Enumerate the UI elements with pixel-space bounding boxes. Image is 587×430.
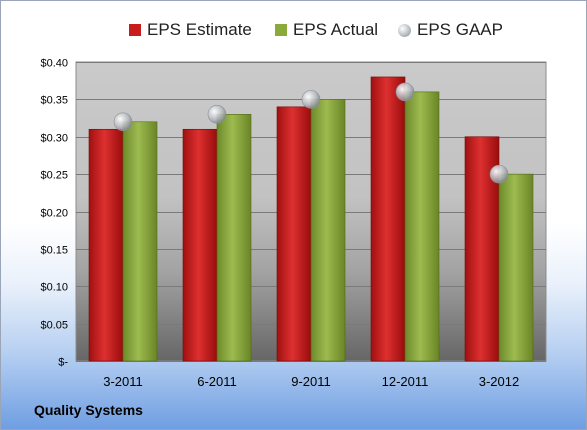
bar-eps-estimate [182, 128, 218, 362]
bar-eps-estimate [276, 106, 312, 362]
y-tick-label: $0.10 [40, 282, 68, 294]
marker-eps-gaap [207, 105, 227, 124]
marker-eps-gaap [301, 90, 321, 109]
marker-eps-gaap [489, 164, 509, 184]
legend-label-gaap: EPS GAAP [417, 20, 503, 39]
legend-swatch-estimate [129, 24, 141, 36]
legend-label-estimate: EPS Estimate [147, 20, 252, 39]
x-category-label: 3-2012 [479, 374, 519, 389]
bar-eps-actual [216, 114, 252, 362]
y-tick-label: $0.20 [40, 208, 68, 220]
x-category-label: 3-2011 [103, 374, 143, 389]
legend-item-gaap: EPS GAAP [398, 18, 503, 42]
y-tick-label: $0.40 [40, 58, 68, 70]
bar-eps-actual [310, 99, 346, 362]
x-category-label: 9-2011 [291, 374, 331, 389]
y-tick-label: $0.15 [40, 245, 68, 257]
legend-item-estimate: EPS Estimate [129, 18, 252, 42]
marker-eps-gaap [395, 82, 415, 102]
bar-eps-actual [122, 121, 158, 362]
x-category-label: 6-2011 [197, 374, 237, 389]
legend-label-actual: EPS Actual [293, 20, 379, 39]
chart-legend: EPS Estimate EPS Actual EPS GAAP [1, 18, 586, 42]
legend-swatch-actual [275, 24, 287, 36]
y-tick-label: $0.25 [40, 170, 68, 182]
legend-swatch-gaap [398, 23, 411, 37]
y-tick-label: $0.35 [40, 95, 68, 107]
bar-eps-estimate [88, 128, 124, 362]
bar-eps-actual [498, 173, 534, 362]
y-tick-label: $- [58, 357, 68, 369]
company-title: Quality Systems [34, 402, 143, 418]
y-tick-label: $0.30 [40, 133, 68, 145]
y-tick-label: $0.05 [40, 320, 68, 332]
x-category-label: 12-2011 [382, 374, 429, 389]
legend-item-actual: EPS Actual [275, 18, 378, 42]
bar-eps-actual [404, 91, 440, 362]
bar-eps-estimate [370, 76, 406, 362]
marker-eps-gaap [113, 112, 133, 132]
